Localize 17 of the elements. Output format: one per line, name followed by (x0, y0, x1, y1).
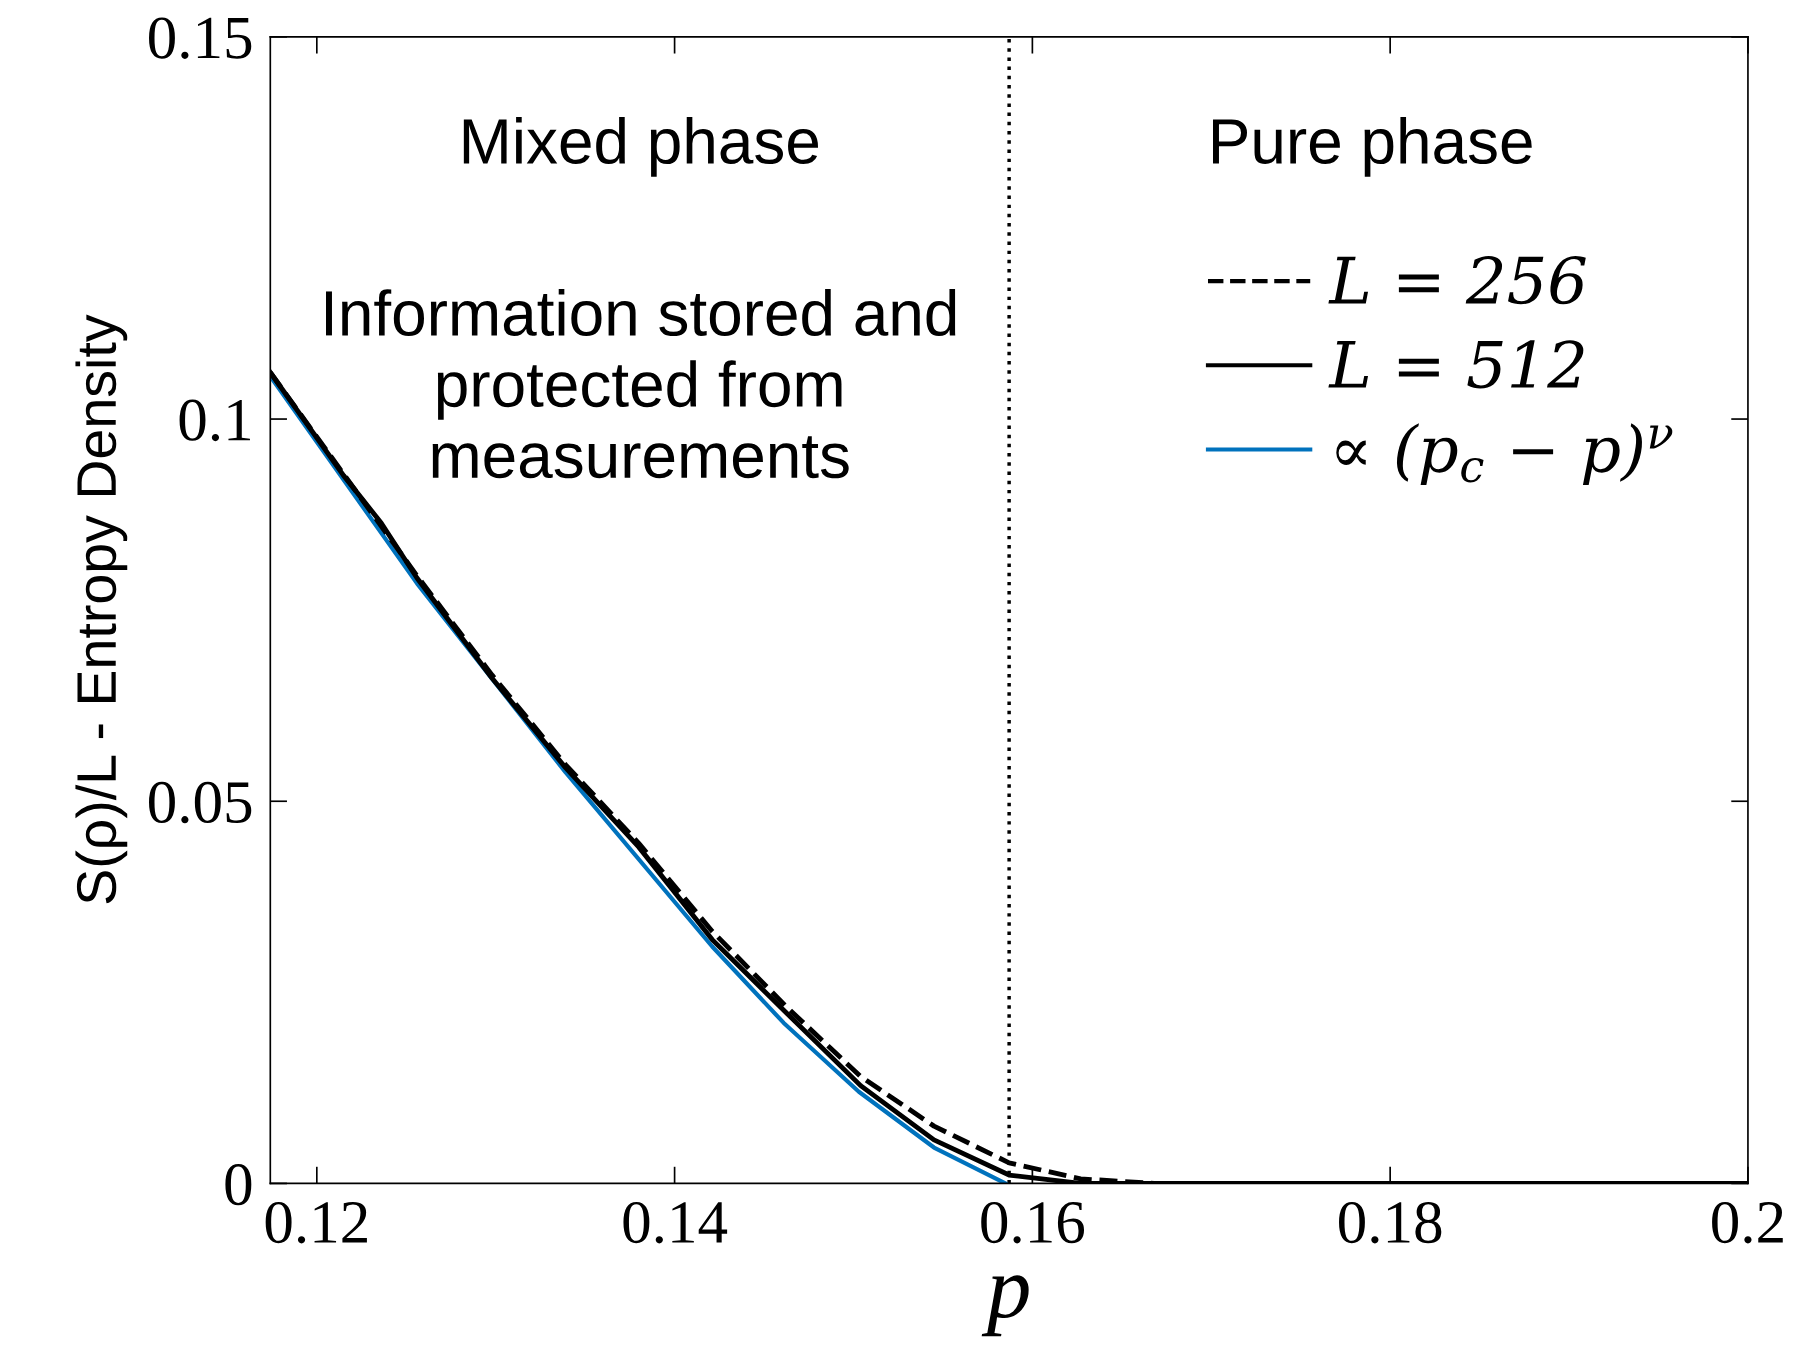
y-tick-label: 0.05 (149, 781, 252, 824)
x-axis-title: p (981, 1275, 1029, 1337)
y-axis-title: S(ρ)/L - Entropy Density (75, 314, 128, 904)
y-tick-label: 0.1 (179, 399, 250, 442)
legend-label: ∝ (p$_{c}$ − p)$^{ν}$ (1336, 423, 1673, 486)
legend-label: L = 256 (1328, 256, 1586, 305)
y-tick-label: 0.15 (149, 17, 252, 59)
annotation: Mixed phase (463, 117, 819, 177)
legend-label: L = 512 (1328, 340, 1584, 389)
y-tick-label: 0 (225, 1164, 252, 1206)
x-tick-label: 0.2 (1712, 1201, 1783, 1244)
x-tick-label: 0.12 (265, 1201, 367, 1244)
x-tick-label: 0.14 (623, 1201, 728, 1244)
x-tick-label: 0.18 (1339, 1201, 1442, 1244)
annotation: Pure phase (1213, 117, 1532, 177)
x-tick-label: 0.16 (981, 1201, 1085, 1244)
annotation: Information stored and protected from measurements (326, 289, 956, 479)
